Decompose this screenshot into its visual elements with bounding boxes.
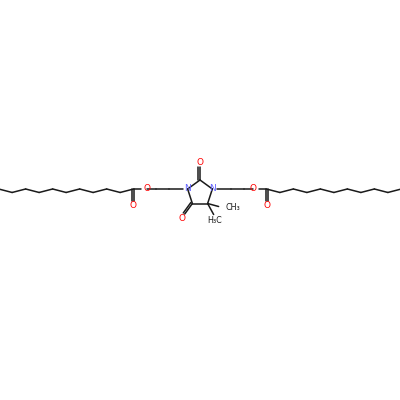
Text: N: N [184, 184, 191, 194]
Text: N: N [209, 184, 216, 194]
Text: O: O [250, 184, 257, 194]
Text: H₃C: H₃C [207, 216, 222, 224]
Text: O: O [196, 158, 204, 167]
Text: O: O [264, 202, 271, 210]
Text: O: O [143, 184, 150, 194]
Text: O: O [129, 202, 136, 210]
Text: O: O [178, 214, 185, 222]
Text: CH₃: CH₃ [226, 203, 240, 212]
